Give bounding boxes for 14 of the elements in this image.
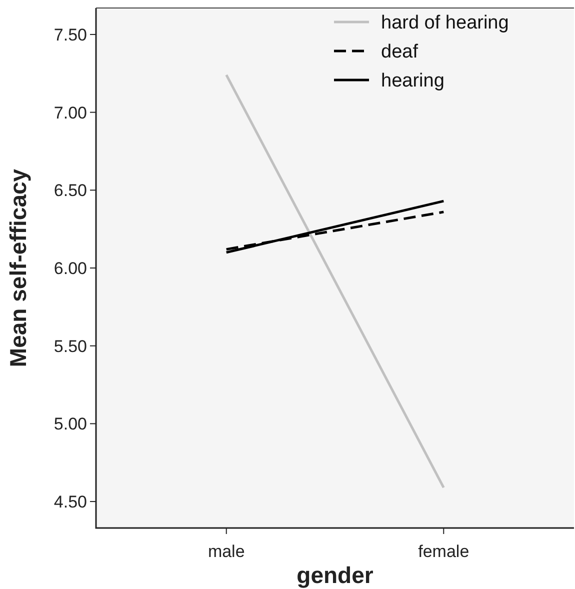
y-tick-label: 4.50 bbox=[54, 492, 87, 512]
x-tick-label: female bbox=[418, 542, 470, 561]
x-tick-label: male bbox=[208, 542, 245, 561]
legend-label: deaf bbox=[381, 42, 419, 63]
x-axis-title: gender bbox=[296, 562, 374, 588]
y-tick-label: 7.00 bbox=[54, 103, 87, 122]
y-tick-label: 5.50 bbox=[54, 336, 87, 356]
y-tick-label: 6.00 bbox=[54, 258, 87, 278]
y-tick-label: 5.00 bbox=[54, 414, 87, 434]
legend-label: hard of hearing bbox=[381, 12, 509, 34]
y-axis-title: Mean self-efficacy bbox=[5, 168, 31, 368]
y-tick-label: 6.50 bbox=[54, 181, 87, 200]
legend-label: hearing bbox=[381, 70, 444, 92]
y-tick-label: 7.50 bbox=[54, 25, 87, 44]
